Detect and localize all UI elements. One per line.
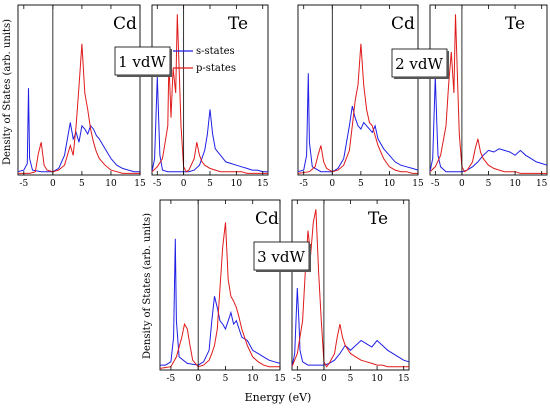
element-label-cd: Cd <box>391 14 415 34</box>
group-label-2vdw: 2 vdW <box>391 48 449 79</box>
element-label-cd: Cd <box>113 14 137 34</box>
x-tick-label: 0 <box>321 374 327 384</box>
x-tick-label: -5 <box>167 374 176 384</box>
series-line-p-states <box>18 43 140 174</box>
x-tick-label: 15 <box>274 374 286 384</box>
group-label-1vdw: 1 vdW <box>114 46 172 77</box>
panel-cd-0: -5 0 5 10 15 Cd <box>17 4 146 189</box>
x-tick-label: 5 <box>223 374 229 384</box>
element-label-te: Te <box>228 14 248 34</box>
x-tick-label: -5 <box>431 179 440 189</box>
panel-cd-2: -5 0 5 10 15 Cd <box>297 4 424 189</box>
series-line-p-states <box>151 14 268 174</box>
x-tick-label: 0 <box>329 179 335 189</box>
series-line-p-states <box>429 14 547 174</box>
x-tick-label: 0 <box>50 179 56 189</box>
panel-frame <box>17 4 141 176</box>
x-tick-label: 0 <box>181 179 187 189</box>
panel-frame <box>297 4 419 176</box>
vdw-label-2: 2 vdW <box>395 55 443 73</box>
x-tick-label: 5 <box>79 179 85 189</box>
x-tick-label: 15 <box>536 179 548 189</box>
x-tick-label: 5 <box>207 179 213 189</box>
series-line-s-states <box>151 76 268 173</box>
series-line-p-states <box>291 209 409 368</box>
x-tick-label: 5 <box>358 179 364 189</box>
vdw-label-3: 3 vdW <box>257 248 305 266</box>
x-tick-label: 0 <box>195 374 201 384</box>
element-label-cd: Cd <box>255 209 279 229</box>
group-label-3vdw: 3 vdW <box>253 241 311 272</box>
panel-frame <box>151 4 269 176</box>
panel-frame <box>429 4 548 176</box>
element-label-te: Te <box>505 14 525 34</box>
x-tick-label: -5 <box>19 179 28 189</box>
panel-te-1: -5 0 5 10 15 Te <box>151 4 269 189</box>
series-line-s-states <box>17 88 140 173</box>
series-line-p-states <box>159 222 280 369</box>
x-tick-label: 5 <box>348 374 354 384</box>
x-tick-label: 15 <box>398 374 410 384</box>
series-line-s-states <box>291 287 410 367</box>
x-tick-label: -5 <box>153 179 162 189</box>
series-line-s-states <box>429 76 548 173</box>
x-tick-label: 10 <box>247 374 259 384</box>
legend-s-label: s-states <box>196 46 235 57</box>
y-axis-label-top: Density of States (arb. units) <box>2 19 13 165</box>
x-tick-label: 10 <box>371 374 383 384</box>
legend: s-states p-states <box>173 46 236 74</box>
y-axis-label-bottom: Density of States (arb. units) <box>142 213 153 359</box>
x-tick-label: 5 <box>486 179 492 189</box>
series-line-s-states <box>160 238 281 366</box>
panel-te-3: -5 0 5 10 15 Te <box>429 4 548 189</box>
series-line-s-states <box>297 73 419 173</box>
x-axis-label: Energy (eV) <box>245 391 312 404</box>
x-tick-label: -5 <box>293 374 302 384</box>
element-label-te: Te <box>368 209 388 229</box>
x-tick-label: 0 <box>459 179 465 189</box>
x-tick-label: 10 <box>509 179 521 189</box>
panel-te-5: -5 0 5 10 15 Te <box>291 199 410 384</box>
series-line-p-states <box>297 43 418 174</box>
x-tick-label: 10 <box>231 179 243 189</box>
panels-layer: -5 0 5 10 15 Cd -5 0 5 10 15 Te -5 0 5 10 15 Cd -5 0 5 10 15 Te… <box>17 4 548 384</box>
x-tick-label: 15 <box>412 179 424 189</box>
x-tick-label: -5 <box>299 179 308 189</box>
x-tick-label: 15 <box>257 179 269 189</box>
x-tick-label: 15 <box>134 179 146 189</box>
vdw-label-1: 1 vdW <box>118 53 166 71</box>
panel-frame <box>291 199 410 371</box>
panel-cd-4: -5 0 5 10 15 Cd <box>159 199 286 384</box>
x-tick-label: 10 <box>384 179 396 189</box>
legend-p-label: p-states <box>196 63 236 74</box>
panel-frame <box>159 199 281 371</box>
x-tick-label: 10 <box>105 179 117 189</box>
